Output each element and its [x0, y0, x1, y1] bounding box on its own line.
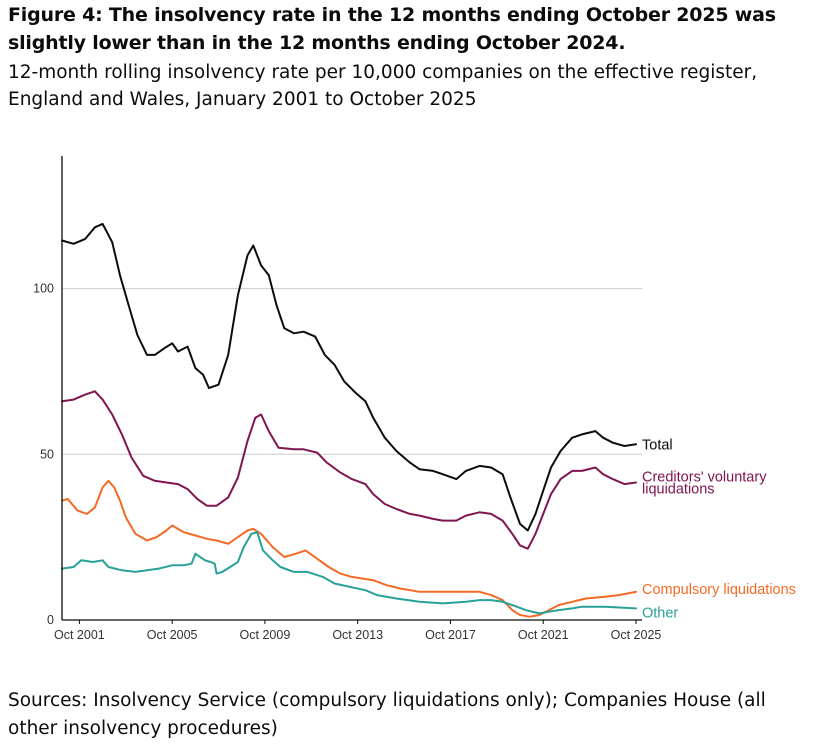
label-layer: Total Creditors' voluntary liquidations Com…	[642, 437, 796, 621]
series-label-compulsory-liquidations: Compulsory liquidations	[642, 582, 796, 598]
series-label-total: Total	[642, 437, 673, 453]
series-line-total	[61, 222, 637, 532]
chart-title: Figure 4: The insolvency rate in the 12 …	[8, 4, 776, 54]
chart-subtitle: 12-month rolling insolvency rate per 10,…	[8, 62, 758, 110]
series-line-creditors-voluntary-liquidations	[61, 390, 637, 550]
series-label-creditors-voluntary-liquidations: Creditors' voluntary liquidations	[642, 469, 767, 497]
y-tick-label-0: 0	[47, 613, 54, 627]
x-tick-label-0: Oct 2001	[54, 628, 105, 642]
y-tick-label-100: 100	[33, 282, 54, 296]
series-line-other	[61, 531, 637, 615]
series-line-compulsory-liquidations	[61, 479, 637, 618]
x-tick-label-1: Oct 2005	[147, 628, 198, 642]
x-tick-label-3: Oct 2013	[332, 628, 383, 642]
series-label-line: Total	[642, 437, 673, 453]
series-layer	[61, 222, 637, 618]
series-label-line: Compulsory liquidations	[642, 582, 796, 598]
y-tick-label-50: 50	[40, 447, 54, 461]
line-chart: 0 50 100 Oct 2001 Oct 2005 Oct 2009 Oct 2013 Oc…	[33, 156, 796, 642]
chart-source-note: Sources: Insolvency Service (compulsory …	[8, 690, 766, 739]
series-label-line: liquidations	[642, 481, 715, 497]
x-tick-label-5: Oct 2021	[518, 628, 569, 642]
x-tick-label-6: Oct 2025	[611, 628, 662, 642]
x-tick-label-2: Oct 2009	[240, 628, 291, 642]
axis-layer: 0 50 100 Oct 2001 Oct 2005 Oct 2009 Oct 2013 Oc…	[33, 156, 661, 642]
x-tick-label-4: Oct 2017	[425, 628, 476, 642]
series-label-other: Other	[642, 605, 678, 621]
grid-layer	[62, 288, 642, 455]
series-label-line: Other	[642, 605, 678, 621]
series-label-line: Creditors' voluntary	[642, 469, 767, 485]
